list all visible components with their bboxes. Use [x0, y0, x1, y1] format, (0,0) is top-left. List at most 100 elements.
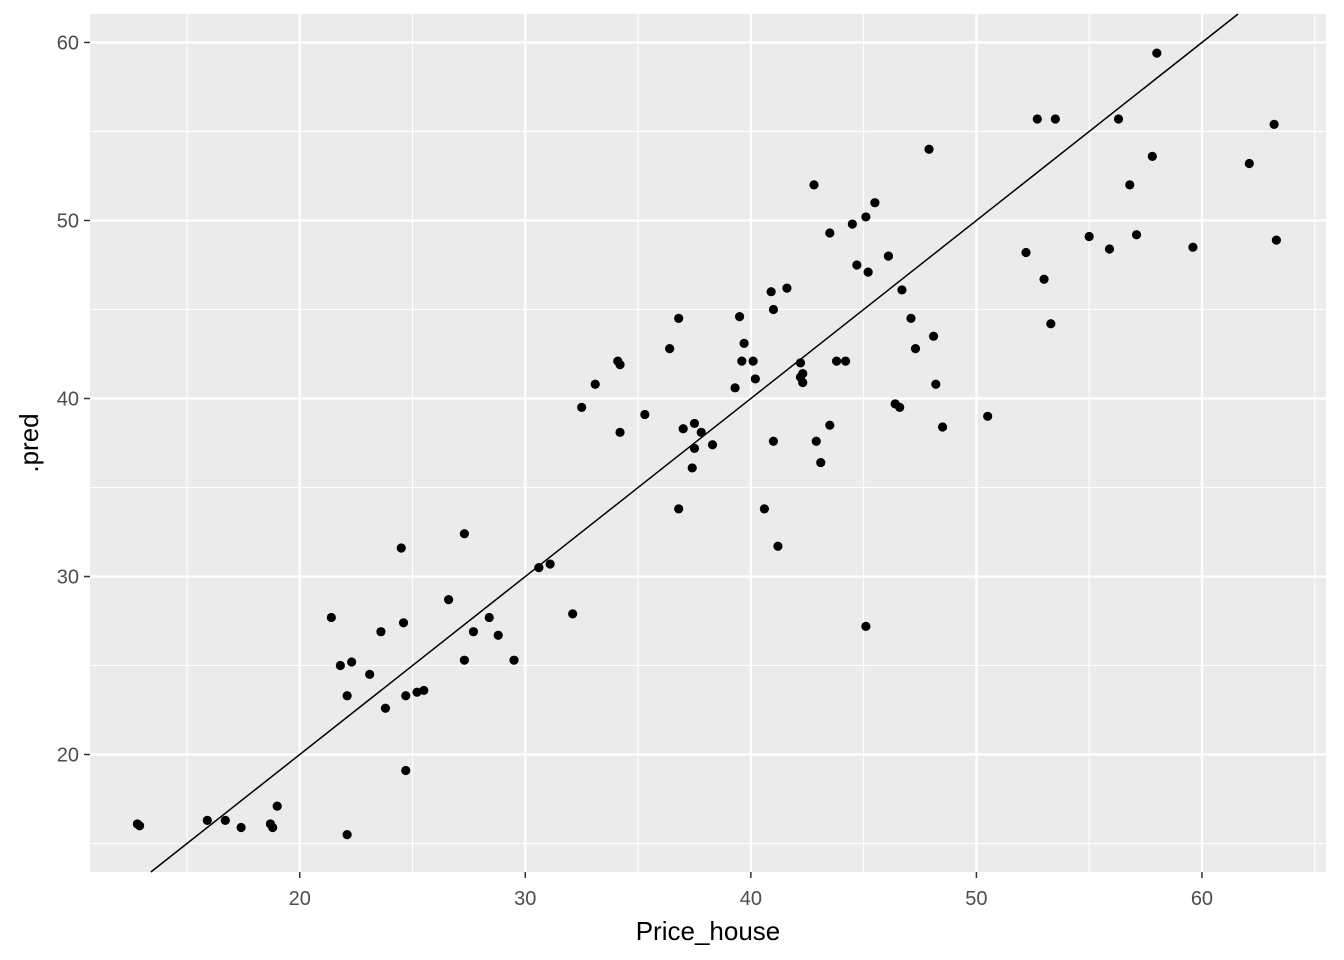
y-tick-label: 40 — [57, 388, 79, 410]
data-point — [401, 691, 411, 701]
data-point — [983, 411, 993, 421]
data-point — [825, 420, 835, 430]
x-tick-label: 40 — [740, 888, 762, 910]
data-point — [895, 402, 905, 412]
data-point — [1084, 231, 1094, 242]
data-point — [924, 144, 934, 154]
data-point — [759, 504, 769, 514]
data-point — [396, 543, 406, 553]
reference-line — [150, 13, 1239, 873]
data-point — [398, 618, 409, 628]
data-point — [737, 356, 747, 366]
data-point — [687, 463, 697, 473]
data-point — [782, 283, 792, 293]
data-point — [734, 312, 745, 322]
data-point — [730, 383, 740, 393]
data-point — [1244, 158, 1254, 169]
data-point — [342, 830, 352, 840]
data-point — [825, 228, 835, 238]
data-point — [847, 219, 857, 229]
data-point — [468, 627, 479, 637]
data-point — [689, 443, 700, 453]
plot-panel — [90, 14, 1326, 872]
data-point — [795, 358, 806, 368]
data-point — [906, 313, 916, 323]
data-point — [739, 338, 749, 348]
data-point — [809, 180, 819, 190]
data-point — [766, 287, 776, 297]
data-point — [665, 344, 675, 354]
x-tick-label: 20 — [289, 888, 311, 910]
data-point — [773, 541, 783, 551]
data-point — [870, 198, 880, 208]
x-tick-label: 50 — [965, 888, 987, 910]
data-point — [689, 418, 700, 429]
data-point — [590, 379, 600, 389]
data-point — [928, 331, 939, 341]
y-tick-label: 60 — [57, 32, 79, 54]
data-point — [509, 655, 519, 665]
y-axis-title: .pred — [14, 413, 44, 472]
data-point — [577, 402, 587, 412]
data-point — [798, 368, 808, 379]
data-point — [831, 356, 842, 366]
data-point — [768, 436, 779, 446]
data-point — [1271, 235, 1281, 245]
data-point — [376, 627, 386, 637]
x-tick-label: 30 — [514, 888, 536, 910]
data-point — [444, 595, 454, 605]
y-axis: 20 30 40 50 60 — [57, 32, 90, 767]
data-point — [768, 304, 779, 315]
data-point — [1104, 244, 1115, 254]
data-point — [135, 821, 145, 831]
data-point — [1147, 151, 1157, 162]
data-point — [459, 655, 470, 665]
data-point — [1046, 319, 1056, 329]
data-point — [1152, 48, 1162, 58]
data-point — [798, 377, 808, 388]
data-point — [861, 621, 871, 631]
major-gridlines — [90, 14, 1326, 872]
data-point — [484, 612, 494, 623]
data-point — [1131, 230, 1142, 240]
data-point — [335, 660, 345, 671]
x-axis: 20 30 40 50 60 — [289, 872, 1213, 910]
data-point — [268, 822, 278, 833]
data-point — [1021, 247, 1031, 258]
data-point — [750, 374, 760, 384]
data-point — [419, 685, 429, 696]
data-point — [678, 424, 688, 434]
data-point — [811, 436, 821, 446]
data-point — [931, 379, 941, 389]
y-tick-label: 50 — [57, 210, 79, 232]
data-point — [696, 427, 706, 437]
data-point — [220, 815, 230, 825]
data-point — [863, 267, 873, 277]
data-point — [897, 285, 907, 295]
data-point — [365, 669, 375, 680]
data-point — [534, 563, 544, 573]
data-point — [401, 765, 411, 776]
data-point — [1032, 114, 1042, 124]
data-point — [816, 457, 826, 468]
data-point — [861, 212, 871, 222]
data-point — [326, 612, 336, 623]
y-tick-label: 30 — [57, 567, 79, 589]
data-point — [1269, 119, 1279, 129]
data-point — [236, 822, 246, 833]
data-point — [202, 815, 212, 825]
minor-gridlines — [90, 14, 1326, 872]
data-point — [380, 703, 391, 713]
data-point — [272, 801, 282, 811]
data-point — [674, 504, 684, 514]
data-point — [1050, 114, 1060, 124]
x-axis-title: Price_house — [636, 916, 781, 946]
data-point — [459, 529, 470, 539]
data-point — [545, 559, 555, 569]
data-point — [342, 691, 352, 701]
data-point — [568, 609, 578, 619]
data-point — [937, 422, 948, 432]
data-point — [883, 251, 894, 261]
data-point — [674, 313, 684, 323]
